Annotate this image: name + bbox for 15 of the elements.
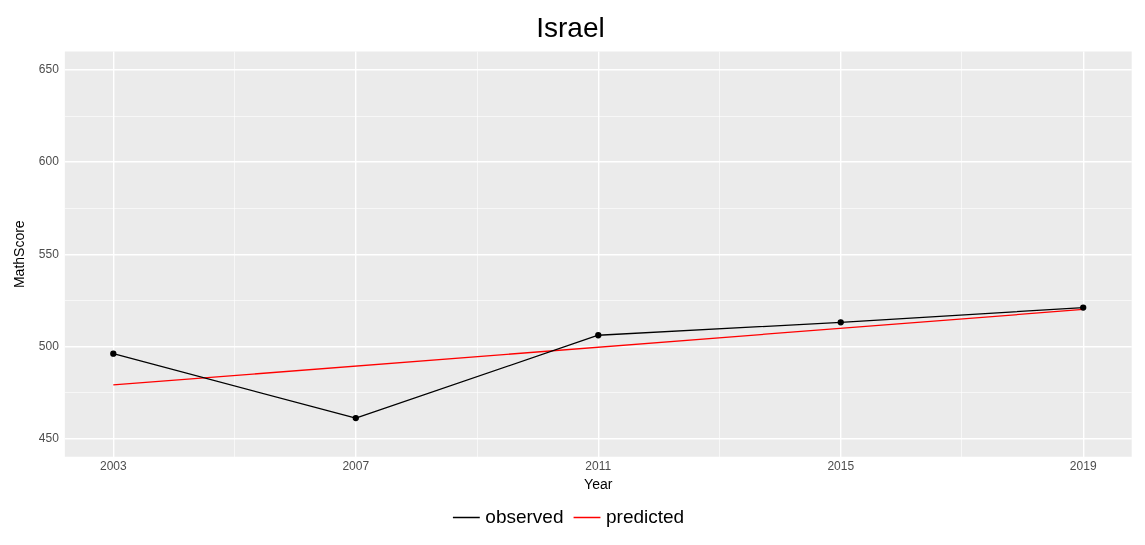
legend-label: predicted — [606, 505, 685, 527]
x-tick-label: 2003 — [99, 459, 127, 474]
x-axis-title: Year — [584, 476, 613, 493]
x-tick-label: 2019 — [1069, 459, 1097, 474]
x-tick-label: 2015 — [827, 459, 855, 474]
x-tick-label: 2007 — [342, 459, 370, 474]
y-tick-label: 650 — [38, 62, 60, 77]
x-tick-label: 2011 — [585, 459, 612, 474]
y-tick-label: 500 — [38, 338, 60, 353]
y-tick-label: 450 — [38, 430, 60, 445]
chart-title: Israel — [536, 11, 605, 43]
y-axis-title: MathScore — [11, 220, 28, 289]
legend-label: observed — [485, 505, 564, 527]
y-tick-label: 600 — [38, 154, 60, 169]
y-tick-label: 550 — [38, 246, 60, 261]
